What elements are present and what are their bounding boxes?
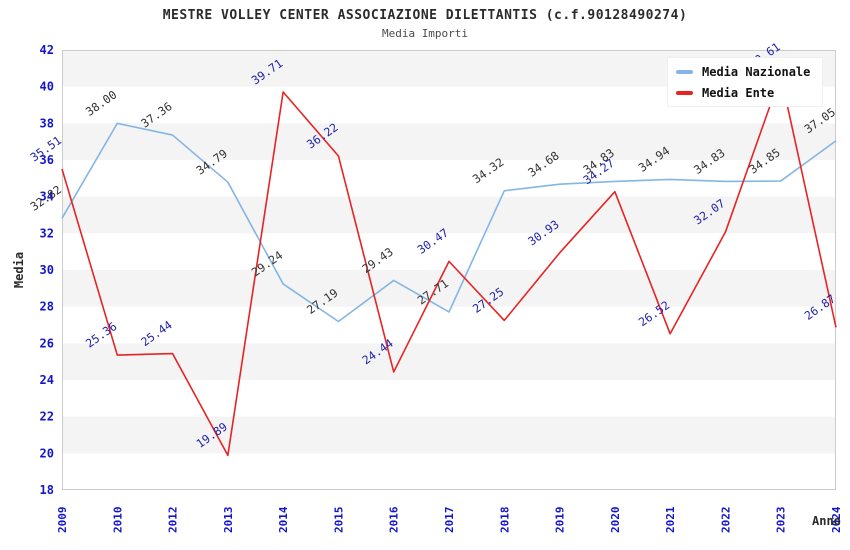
y-tick-label: 26 <box>40 336 54 350</box>
x-axis-title: Anno <box>812 514 841 528</box>
y-axis-title: Media <box>12 251 26 289</box>
x-tick-label: 2019 <box>554 507 567 534</box>
y-tick-label: 42 <box>40 43 54 57</box>
y-tick-label: 36 <box>40 153 54 167</box>
series-line-media-ente <box>61 74 837 457</box>
plot-band <box>62 453 836 490</box>
y-tick-label: 20 <box>40 446 54 460</box>
plot-band <box>62 196 836 234</box>
y-tick-label: 38 <box>40 116 54 130</box>
x-tick-label: 2010 <box>111 507 124 534</box>
plot-band <box>62 123 836 160</box>
x-tick-label: 2021 <box>664 506 677 533</box>
x-tick-label: 2017 <box>443 507 456 534</box>
x-tick-label: 2009 <box>56 507 69 534</box>
x-tick-label: 2014 <box>277 506 290 533</box>
plot-band <box>62 160 836 197</box>
x-tick-label: 2022 <box>719 507 732 534</box>
x-tick-label: 2018 <box>498 507 511 534</box>
chart-title: MESTRE VOLLEY CENTER ASSOCIAZIONE DILETT… <box>162 8 688 23</box>
legend-item: Media Ente <box>676 86 816 100</box>
x-tick-label: 2015 <box>332 507 345 534</box>
x-tick-label: 2013 <box>222 507 235 534</box>
y-tick-label: 30 <box>40 263 54 277</box>
x-tick-label: 2012 <box>167 507 180 534</box>
legend-item: Media Nazionale <box>676 65 816 79</box>
x-tick-label: 2016 <box>388 506 401 533</box>
x-tick-label: 2020 <box>609 507 622 534</box>
chart-subtitle: Media Importi <box>381 27 469 40</box>
x-tick-label: 2024 <box>830 506 843 533</box>
y-tick-label: 34 <box>40 190 54 204</box>
plot-border <box>62 50 836 490</box>
series-line-media-nazionale <box>61 122 837 323</box>
data-label: 32.82 <box>28 182 64 213</box>
plot-band <box>62 343 836 380</box>
legend-label: Media Nazionale <box>702 65 811 79</box>
plot-band <box>62 416 836 454</box>
y-tick-label: 22 <box>40 410 54 424</box>
legend-swatch <box>676 91 693 95</box>
y-tick-label: 32 <box>40 226 54 240</box>
legend-swatch <box>676 70 693 74</box>
plot-band <box>62 233 836 270</box>
y-tick-label: 24 <box>40 373 54 387</box>
legend: Media Nazionale Media Ente <box>668 58 822 106</box>
y-tick-label: 18 <box>40 483 54 497</box>
legend-label: Media Ente <box>702 86 775 100</box>
plot-band <box>62 380 836 417</box>
y-tick-label: 40 <box>40 80 54 94</box>
y-tick-label: 28 <box>40 300 54 314</box>
plot-band <box>62 270 836 307</box>
x-tick-label: 2023 <box>775 507 788 534</box>
